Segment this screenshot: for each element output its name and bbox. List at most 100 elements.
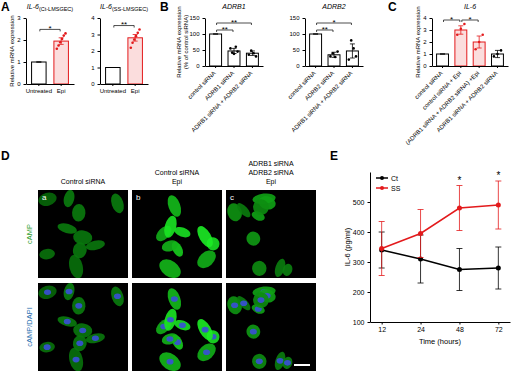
y-tick: 4 <box>423 15 432 21</box>
error-bar <box>350 44 355 58</box>
y-tick-mark <box>430 66 433 67</box>
y-tick-label: 150 <box>289 15 300 21</box>
micrograph-background <box>226 283 316 371</box>
row-label: cAMP/DAPI <box>25 307 34 347</box>
x-tick-label: Epi <box>57 88 66 94</box>
chart-title: IL-6 <box>464 3 476 10</box>
significance-label: ** <box>121 20 127 29</box>
y-axis: 0 1 2 3 4 <box>423 15 432 69</box>
y-tick: 0 <box>296 63 305 69</box>
nucleus <box>256 359 263 365</box>
series-marker <box>457 206 462 211</box>
y-tick-mark <box>98 68 101 69</box>
nucleus <box>76 340 83 346</box>
y-tick-label: 3 <box>17 15 21 21</box>
y-tick: 2 <box>17 37 26 43</box>
y-tick: 2 <box>423 39 432 45</box>
data-point <box>255 55 258 58</box>
x-tick: 12 <box>378 322 386 333</box>
y-axis-line <box>100 19 101 85</box>
cell <box>194 340 219 365</box>
cell <box>281 262 294 277</box>
image-tag: b <box>136 193 141 202</box>
y-tick-mark <box>430 42 433 43</box>
data-point <box>229 47 232 50</box>
chart-title: IL-6(Ct-LMSGEC) <box>27 3 73 12</box>
y-tick: 1 <box>423 51 432 57</box>
cell <box>39 248 56 261</box>
column-header: ADRB1 siRNA <box>248 160 293 167</box>
cell <box>160 238 179 253</box>
x-tick-mark <box>234 66 235 68</box>
x-tick: ADRB1 siRNA + ADRB2 siRNA <box>190 66 253 133</box>
y-tick: 150 <box>189 15 205 21</box>
nucleus <box>166 336 173 342</box>
y-tick-label: 1 <box>91 65 95 71</box>
x-tick-label: (ADRB1 siRNA + ADRB2 siRNA) +Epi <box>404 70 480 146</box>
y-tick-label: 0 <box>91 81 95 87</box>
cell <box>250 196 272 218</box>
y-axis-title: Relative mRNA expression <box>9 15 15 86</box>
error-bar <box>440 54 445 55</box>
y-tick-label: 3 <box>423 27 427 33</box>
significance-label: * <box>468 15 471 24</box>
y-tick: 0 <box>17 81 26 87</box>
data-point <box>481 34 484 37</box>
cell <box>56 314 78 328</box>
nucleus <box>179 322 186 328</box>
x-tick-mark <box>61 84 62 86</box>
nucleus <box>284 360 291 366</box>
y-tick: 2 <box>91 48 100 54</box>
y-tick-label: 1 <box>17 59 21 65</box>
error-bar <box>332 52 337 57</box>
series-marker <box>496 203 501 208</box>
nucleus <box>240 300 247 306</box>
data-point <box>329 55 332 58</box>
micrograph <box>226 283 316 371</box>
x-axis-line <box>306 66 364 67</box>
nucleus <box>167 359 174 365</box>
y-tick: 300 <box>353 259 370 266</box>
micrograph <box>38 283 128 371</box>
x-axis-line <box>27 84 75 85</box>
image-panel: Control siRNAaControl siRNAEpibADRB1 siR… <box>25 160 316 375</box>
bar <box>437 54 449 66</box>
line-chart: 10020030040050012244872IL-6 (pg/ml)Time … <box>343 170 511 346</box>
y-tick-label: 0 <box>423 63 427 69</box>
x-tick-mark <box>460 66 461 68</box>
cell <box>38 283 58 301</box>
series-marker <box>379 246 384 251</box>
cell <box>85 239 106 252</box>
x-tick: 24 <box>417 322 425 333</box>
y-tick: 0 <box>423 63 432 69</box>
error-bar <box>477 36 482 48</box>
y-tick: 50 <box>193 47 205 53</box>
chart-title-main: IL-6 <box>464 3 476 10</box>
y-tick: 0 <box>91 81 100 87</box>
column-header: Epi <box>266 178 277 186</box>
cell <box>165 193 184 218</box>
plot-area <box>379 181 502 291</box>
y-tick-label: 0 <box>196 63 200 69</box>
chart-title: ADRB2 <box>321 3 345 10</box>
x-tick: Untreated <box>100 84 126 94</box>
y-axis-title: (% of control siRNA) <box>183 15 189 69</box>
y-tick-mark <box>24 62 27 63</box>
figure: ABCDE0123UntreatedEpiRelative mRNA expre… <box>0 0 520 377</box>
cell <box>194 224 216 250</box>
y-tick-label: 2 <box>17 37 21 43</box>
x-tick: 72 <box>495 322 503 333</box>
y-tick: 100 <box>189 31 205 37</box>
y-tick-label: 2 <box>91 48 95 54</box>
chart-title: ADRB1 <box>221 3 245 10</box>
series-marker <box>457 267 462 272</box>
data-point <box>463 23 466 26</box>
y-axis-line <box>26 19 27 85</box>
y-tick-mark <box>203 18 206 19</box>
significance-label: * <box>450 15 453 24</box>
bar-chart: 0123UntreatedEpiRelative mRNA expression… <box>9 3 75 94</box>
micrograph <box>132 190 222 278</box>
y-axis: 050100150 <box>289 15 305 69</box>
y-axis: 100200300400500 <box>353 173 371 326</box>
x-tick-mark <box>498 322 499 325</box>
